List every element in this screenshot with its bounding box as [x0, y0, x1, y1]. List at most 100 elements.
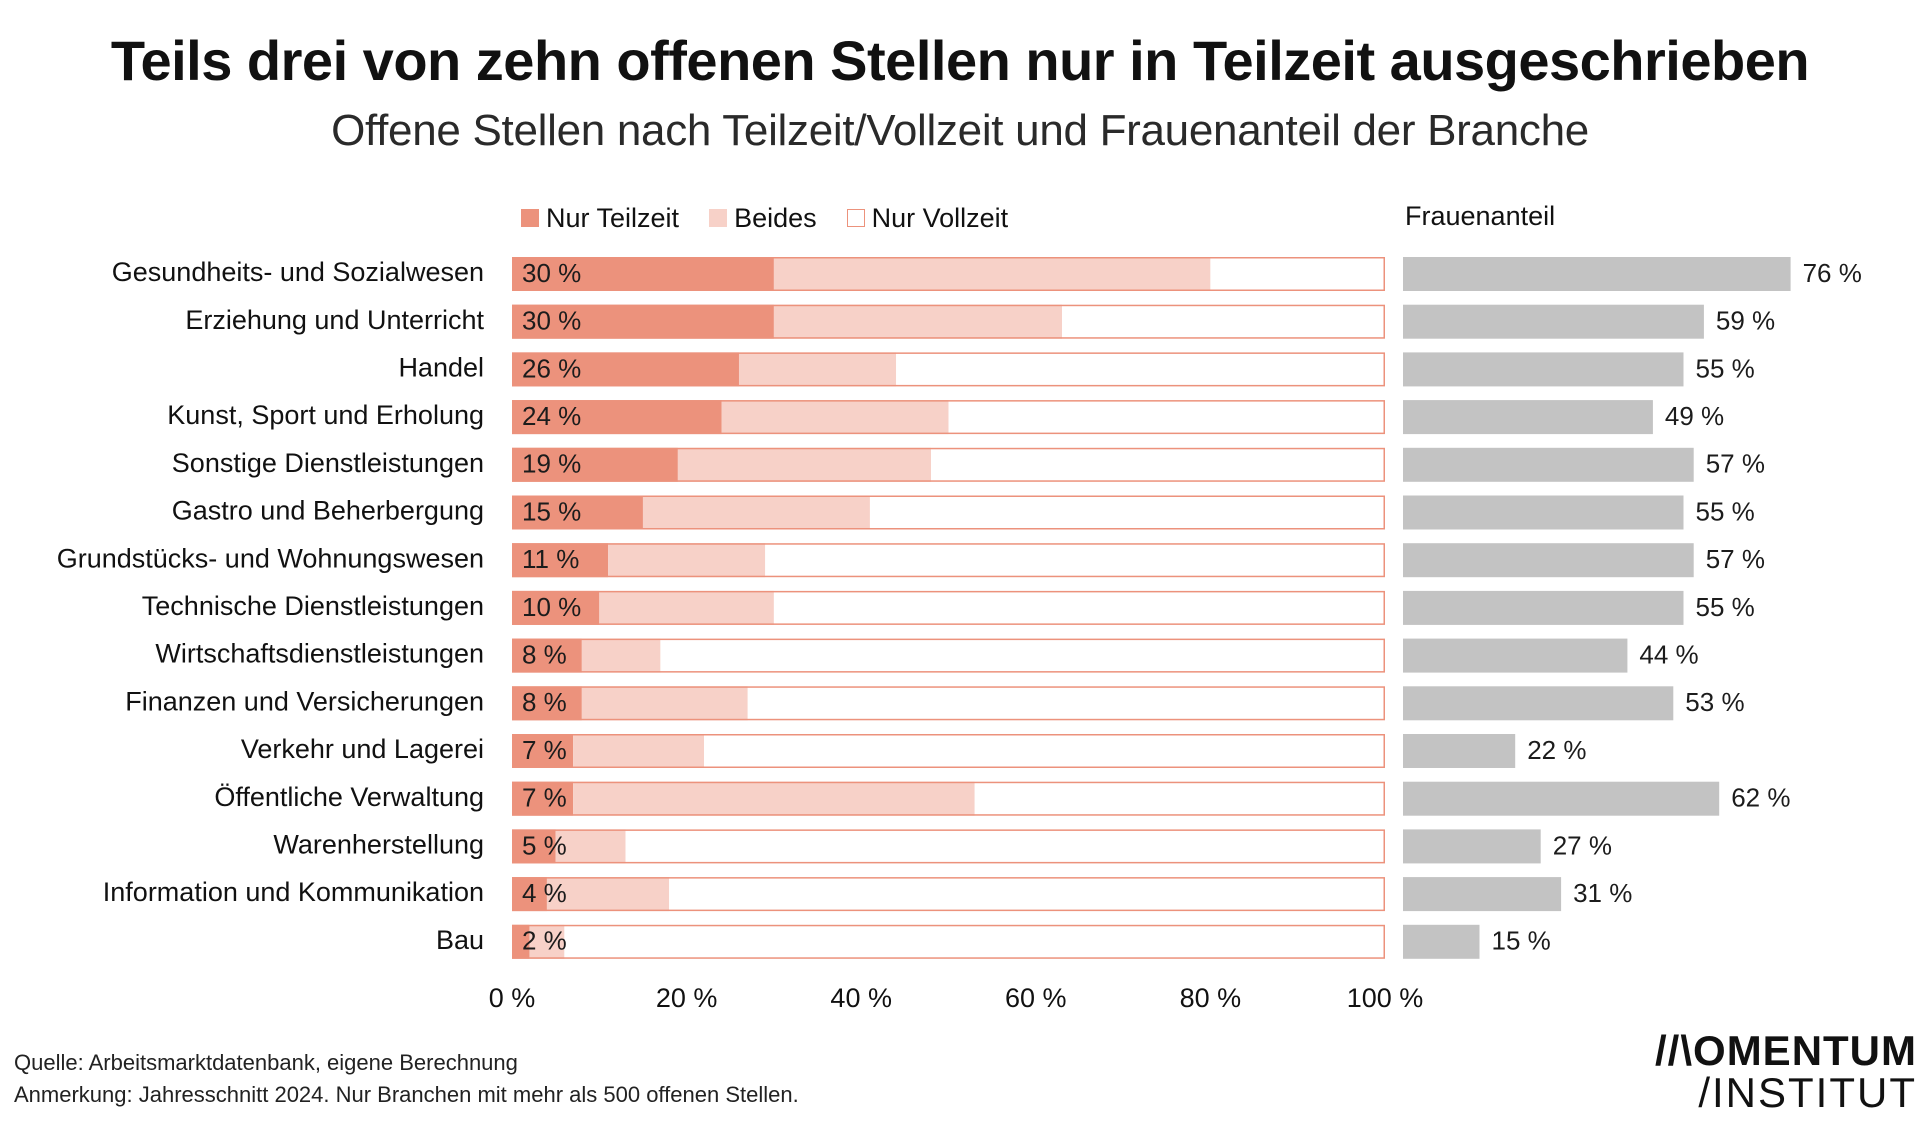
bar-beides: [581, 686, 748, 721]
data-label-frauenanteil: 62 %: [1731, 783, 1790, 813]
bar-nur-vollzeit: [869, 495, 1385, 530]
category-label: Bau: [436, 925, 484, 955]
momentum-logo: //\OMENTUM /INSTITUT: [1655, 1030, 1917, 1114]
bar-frauenanteil: [1403, 686, 1674, 721]
bar-outline: [512, 352, 1385, 387]
bar-nur-vollzeit: [1061, 304, 1385, 339]
x-axis-tick-label: 60 %: [1005, 983, 1067, 1013]
data-label-frauenanteil: 55 %: [1696, 592, 1755, 622]
data-label-teilzeit: 7 %: [522, 735, 567, 765]
bar-nur-teilzeit: [512, 638, 582, 673]
bar-nur-vollzeit: [704, 734, 1385, 768]
bar-frauenanteil: [1403, 829, 1541, 864]
bar-frauenanteil: [1403, 400, 1653, 435]
data-label-teilzeit: 7 %: [522, 783, 567, 813]
bar-outline: [512, 686, 1385, 721]
legend-item-beides: Beides: [709, 203, 817, 234]
bar-nur-vollzeit: [747, 686, 1385, 721]
bar-nur-teilzeit: [512, 400, 722, 435]
bar-outline: [512, 257, 1385, 291]
data-label-frauenanteil: 22 %: [1527, 735, 1586, 765]
category-label: Grundstücks- und Wohnungswesen: [57, 543, 484, 573]
bar-nur-teilzeit: [512, 877, 547, 912]
bar-frauenanteil: [1403, 257, 1791, 291]
data-label-teilzeit: 4 %: [522, 878, 567, 908]
bar-beides: [773, 257, 1211, 291]
category-label: Warenherstellung: [273, 830, 484, 860]
data-label-frauenanteil: 27 %: [1553, 830, 1612, 860]
bar-outline: [512, 638, 1385, 673]
legend-label-vollzeit: Nur Vollzeit: [871, 202, 1009, 233]
data-label-teilzeit: 8 %: [522, 687, 567, 717]
bar-nur-vollzeit: [1210, 257, 1385, 291]
data-label-frauenanteil: 15 %: [1492, 926, 1551, 956]
category-label: Öffentliche Verwaltung: [214, 782, 484, 812]
bar-outline: [512, 829, 1385, 864]
data-label-teilzeit: 11 %: [522, 544, 579, 574]
data-label-frauenanteil: 57 %: [1706, 544, 1765, 574]
data-label-frauenanteil: 53 %: [1685, 687, 1744, 717]
bar-nur-vollzeit: [948, 400, 1385, 435]
data-label-teilzeit: 30 %: [522, 258, 581, 288]
bar-nur-vollzeit: [773, 590, 1385, 625]
x-axis-tick-label: 100 %: [1347, 983, 1424, 1013]
data-label-teilzeit: 19 %: [522, 449, 581, 479]
bar-beides: [581, 638, 661, 673]
bar-nur-teilzeit: [512, 304, 774, 339]
category-label: Sonstige Dienstleistungen: [172, 448, 484, 478]
bar-nur-teilzeit: [512, 590, 600, 625]
bar-outline: [512, 543, 1385, 578]
x-axis-tick-label: 20 %: [656, 983, 718, 1013]
data-label-frauenanteil: 55 %: [1696, 496, 1755, 526]
x-axis-tick-label: 80 %: [1180, 983, 1242, 1013]
female-share-title: Frauenanteil: [1405, 201, 1556, 231]
bar-outline: [512, 924, 1385, 959]
bar-nur-vollzeit: [669, 877, 1385, 912]
category-label: Handel: [398, 353, 484, 383]
data-label-teilzeit: 5 %: [522, 830, 567, 860]
bar-nur-teilzeit: [512, 495, 643, 530]
bar-beides: [642, 495, 870, 530]
data-label-frauenanteil: 31 %: [1573, 878, 1632, 908]
data-label-frauenanteil: 76 %: [1803, 258, 1862, 288]
legend-swatch-vollzeit: [846, 209, 865, 227]
bar-nur-teilzeit: [512, 352, 739, 387]
data-label-frauenanteil: 59 %: [1716, 306, 1775, 336]
bar-nur-teilzeit: [512, 734, 574, 768]
legend: Nur Teilzeit Beides Nur Vollzeit: [521, 201, 1038, 235]
bar-nur-teilzeit: [512, 257, 774, 291]
bar-beides: [546, 877, 670, 912]
bar-beides: [738, 352, 897, 387]
bar-beides: [608, 543, 766, 578]
annotation-note: Anmerkung: Jahresschnitt 2024. Nur Branc…: [14, 1082, 799, 1107]
data-label-frauenanteil: 44 %: [1639, 639, 1698, 669]
legend-item-vollzeit: Nur Vollzeit: [846, 202, 1009, 234]
category-label: Wirtschaftsdienstleistungen: [155, 639, 484, 669]
legend-label-beides: Beides: [734, 202, 817, 233]
category-label: Gastro und Beherbergung: [172, 496, 484, 526]
data-label-teilzeit: 24 %: [522, 401, 581, 431]
bar-beides: [773, 304, 1062, 339]
bar-frauenanteil: [1403, 304, 1704, 339]
bar-nur-teilzeit: [512, 829, 556, 864]
category-label: Verkehr und Lagerei: [241, 734, 484, 764]
bar-beides: [573, 734, 705, 768]
bar-nur-vollzeit: [974, 781, 1385, 816]
legend-swatch-teilzeit: [521, 209, 539, 227]
data-label-teilzeit: 15 %: [522, 496, 581, 526]
legend-item-teilzeit: Nur Teilzeit: [521, 203, 679, 234]
bar-beides: [573, 781, 975, 816]
chart-area: Gesundheits- und Sozialwesen 30 % 76 % Erzi…: [57, 257, 1862, 1013]
bar-beides: [555, 829, 626, 864]
data-label-frauenanteil: 57 %: [1706, 449, 1765, 479]
bar-outline: [512, 734, 1385, 768]
data-label-teilzeit: 30 %: [522, 306, 581, 336]
logo-line-momentum: //\OMENTUM: [1655, 1027, 1917, 1074]
bar-frauenanteil: [1403, 924, 1480, 959]
bar-beides: [599, 590, 774, 625]
data-label-teilzeit: 10 %: [522, 592, 581, 622]
bar-nur-teilzeit: [512, 686, 582, 721]
bar-nur-vollzeit: [896, 352, 1385, 387]
bar-nur-vollzeit: [765, 543, 1385, 578]
data-label-teilzeit: 26 %: [522, 353, 581, 383]
